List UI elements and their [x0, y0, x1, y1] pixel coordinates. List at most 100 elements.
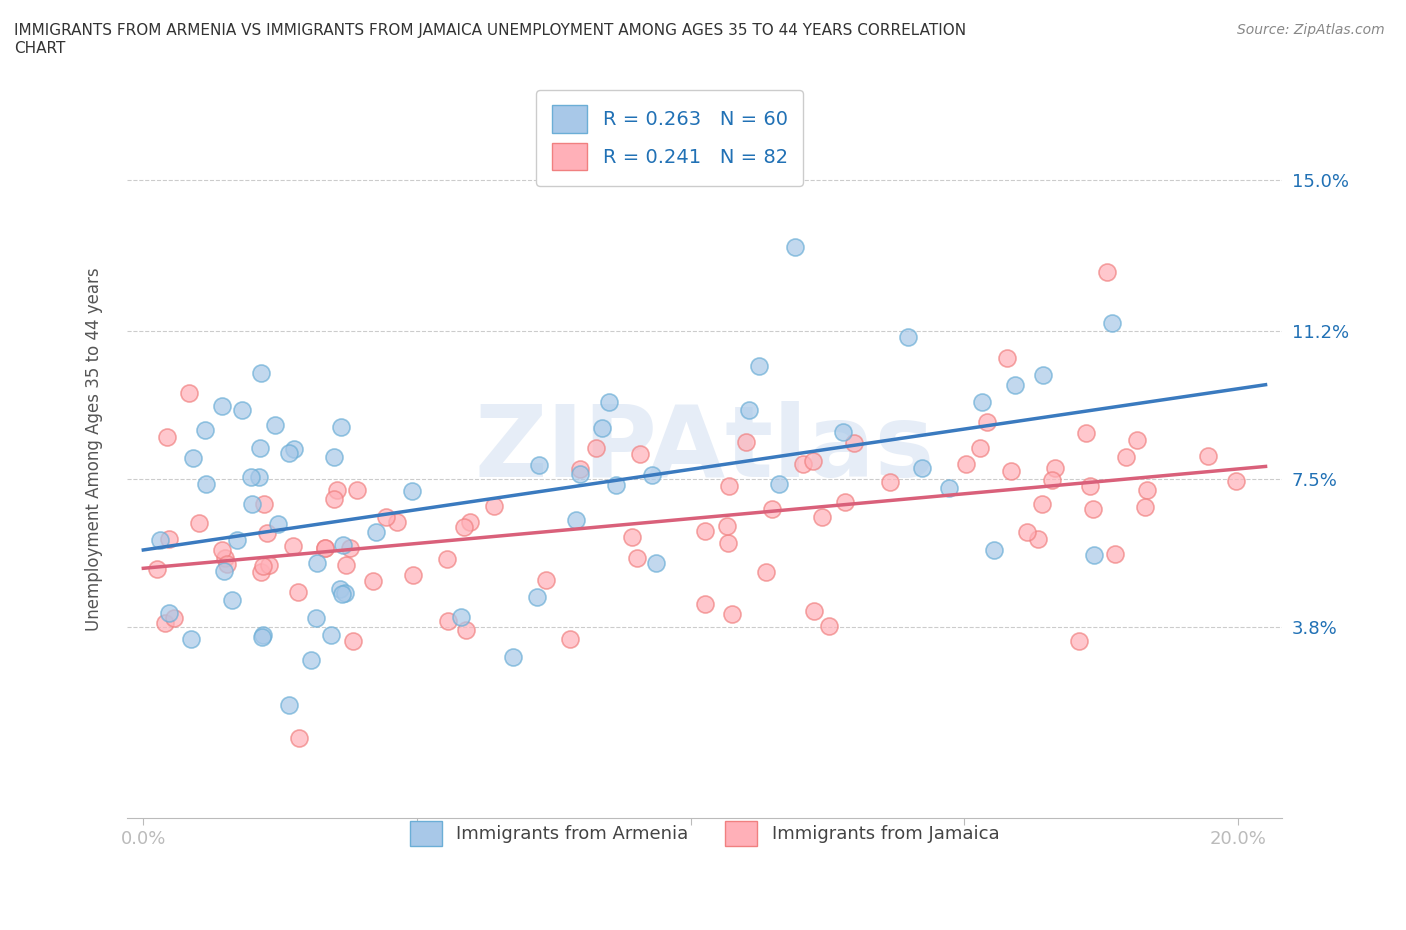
Point — [897, 329, 920, 344]
Point — [534, 573, 557, 588]
Point — [436, 551, 458, 566]
Point — [1043, 461, 1066, 476]
Point — [401, 484, 423, 498]
Point — [1104, 547, 1126, 562]
Point — [735, 434, 758, 449]
Point — [157, 531, 180, 546]
Point — [221, 592, 243, 607]
Point — [145, 562, 167, 577]
Point — [718, 478, 741, 493]
Point — [598, 394, 620, 409]
Point — [558, 631, 581, 646]
Point — [717, 536, 740, 551]
Text: ZIPAtlas: ZIPAtlas — [474, 401, 935, 498]
Point — [1083, 548, 1105, 563]
Point — [332, 538, 354, 552]
Point — [983, 543, 1005, 558]
Point — [761, 501, 783, 516]
Point — [250, 629, 273, 644]
Point — [1004, 378, 1026, 392]
Point — [257, 558, 280, 573]
Point — [803, 604, 825, 618]
Point — [264, 418, 287, 432]
Point — [319, 627, 342, 642]
Point — [955, 456, 977, 471]
Point — [287, 584, 309, 599]
Point — [585, 440, 607, 455]
Point — [1031, 497, 1053, 512]
Point — [247, 470, 270, 485]
Point — [792, 457, 814, 472]
Point — [387, 514, 409, 529]
Point — [626, 551, 648, 566]
Point — [1135, 499, 1157, 514]
Point — [375, 510, 398, 525]
Text: Source: ZipAtlas.com: Source: ZipAtlas.com — [1237, 23, 1385, 37]
Point — [217, 556, 239, 571]
Point — [995, 351, 1018, 365]
Point — [768, 476, 790, 491]
Point — [335, 585, 357, 600]
Point — [329, 581, 352, 596]
Point — [330, 587, 353, 602]
Point — [155, 430, 177, 445]
Point — [569, 467, 592, 482]
Point — [305, 610, 328, 625]
Point — [330, 419, 353, 434]
Point — [1197, 449, 1219, 464]
Y-axis label: Unemployment Among Ages 35 to 44 years: Unemployment Among Ages 35 to 44 years — [86, 267, 103, 631]
Point — [267, 516, 290, 531]
Point — [693, 524, 716, 538]
Point — [277, 445, 299, 460]
Point — [755, 565, 778, 579]
Point — [1126, 432, 1149, 447]
Point — [842, 435, 865, 450]
Point — [484, 498, 506, 513]
Point — [591, 421, 613, 436]
Point — [149, 533, 172, 548]
Point — [252, 558, 274, 573]
Point — [628, 446, 651, 461]
Point — [526, 590, 548, 604]
Point — [1040, 473, 1063, 488]
Point — [437, 614, 460, 629]
Point — [249, 565, 271, 579]
Point — [1078, 479, 1101, 494]
Point — [1076, 425, 1098, 440]
Point — [1017, 525, 1039, 539]
Point — [1026, 531, 1049, 546]
Point — [339, 540, 361, 555]
Point — [226, 533, 249, 548]
Text: CHART: CHART — [14, 41, 66, 56]
Point — [323, 450, 346, 465]
Point — [568, 461, 591, 476]
Point — [834, 494, 856, 509]
Point — [970, 394, 993, 409]
Point — [252, 628, 274, 643]
Point — [231, 403, 253, 418]
Point — [180, 631, 202, 646]
Point — [1101, 315, 1123, 330]
Point — [346, 483, 368, 498]
Point — [1032, 367, 1054, 382]
Point — [326, 483, 349, 498]
Point — [458, 514, 481, 529]
Point — [163, 611, 186, 626]
Point — [283, 538, 305, 553]
Point — [716, 519, 738, 534]
Point — [879, 475, 901, 490]
Point — [938, 481, 960, 496]
Point — [305, 556, 328, 571]
Point — [453, 519, 475, 534]
Point — [153, 616, 176, 631]
Point — [401, 567, 423, 582]
Point — [783, 240, 806, 255]
Point — [211, 399, 233, 414]
Point — [253, 497, 276, 512]
Point — [645, 556, 668, 571]
Point — [801, 453, 824, 468]
Point — [249, 441, 271, 456]
Point — [605, 477, 627, 492]
Point — [1081, 501, 1104, 516]
Point — [157, 605, 180, 620]
